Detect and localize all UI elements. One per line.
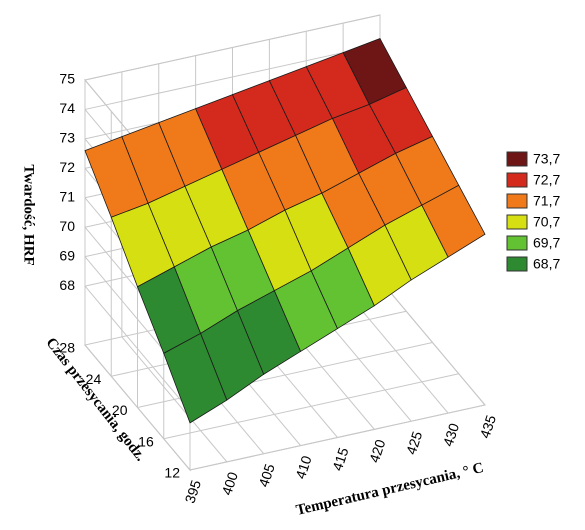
- y-tick-label: 28: [59, 340, 75, 356]
- y-tick-label: 16: [138, 433, 154, 449]
- y-tick-label: 12: [164, 465, 180, 481]
- surface-cell: [421, 184, 486, 258]
- legend-swatch: [506, 235, 528, 251]
- legend-label: 71,7: [533, 193, 560, 209]
- x-tick-label: 400: [218, 470, 241, 497]
- x-tick-label: 405: [255, 462, 278, 489]
- z-axis-title: Twardość, HRF: [21, 164, 37, 265]
- x-tick-label: 420: [366, 437, 389, 464]
- z-tick-label: 70: [59, 218, 75, 234]
- z-tick-label: 71: [59, 188, 75, 204]
- z-tick-label: 75: [59, 71, 75, 87]
- legend-label: 72,7: [533, 172, 560, 188]
- surface: [84, 38, 486, 424]
- grid-line: [84, 285, 191, 412]
- grid-line: [163, 373, 459, 440]
- legend-swatch: [506, 214, 528, 230]
- x-tick-label: 425: [403, 429, 426, 456]
- grid-line: [189, 404, 486, 471]
- legend-swatch: [506, 172, 528, 188]
- z-tick-label: 68: [59, 277, 75, 293]
- legend-swatch: [506, 256, 528, 272]
- z-tick-label: 74: [59, 100, 75, 116]
- z-tick-label: 72: [59, 159, 75, 175]
- legend-label: 70,7: [533, 214, 560, 230]
- x-tick-label: 415: [329, 445, 352, 472]
- x-axis-title: Temperatura przesycania, ° C: [294, 460, 485, 519]
- grid-line: [84, 43, 381, 110]
- legend-swatch: [506, 151, 528, 167]
- x-tick-label: 430: [440, 421, 463, 448]
- y-tick-label: 24: [86, 371, 102, 387]
- z-tick-label: 73: [59, 130, 75, 146]
- legend-swatch: [506, 193, 528, 209]
- legend-label: 69,7: [533, 235, 560, 251]
- y-tick-label: 20: [112, 402, 128, 418]
- legend-label: 73,7: [533, 151, 560, 167]
- z-tick-label: 69: [59, 247, 75, 263]
- x-tick-label: 410: [292, 453, 315, 480]
- legend-label: 68,7: [533, 256, 560, 272]
- x-tick-label: 395: [182, 478, 205, 505]
- grid-line: [84, 14, 381, 81]
- x-tick-label: 435: [477, 413, 500, 440]
